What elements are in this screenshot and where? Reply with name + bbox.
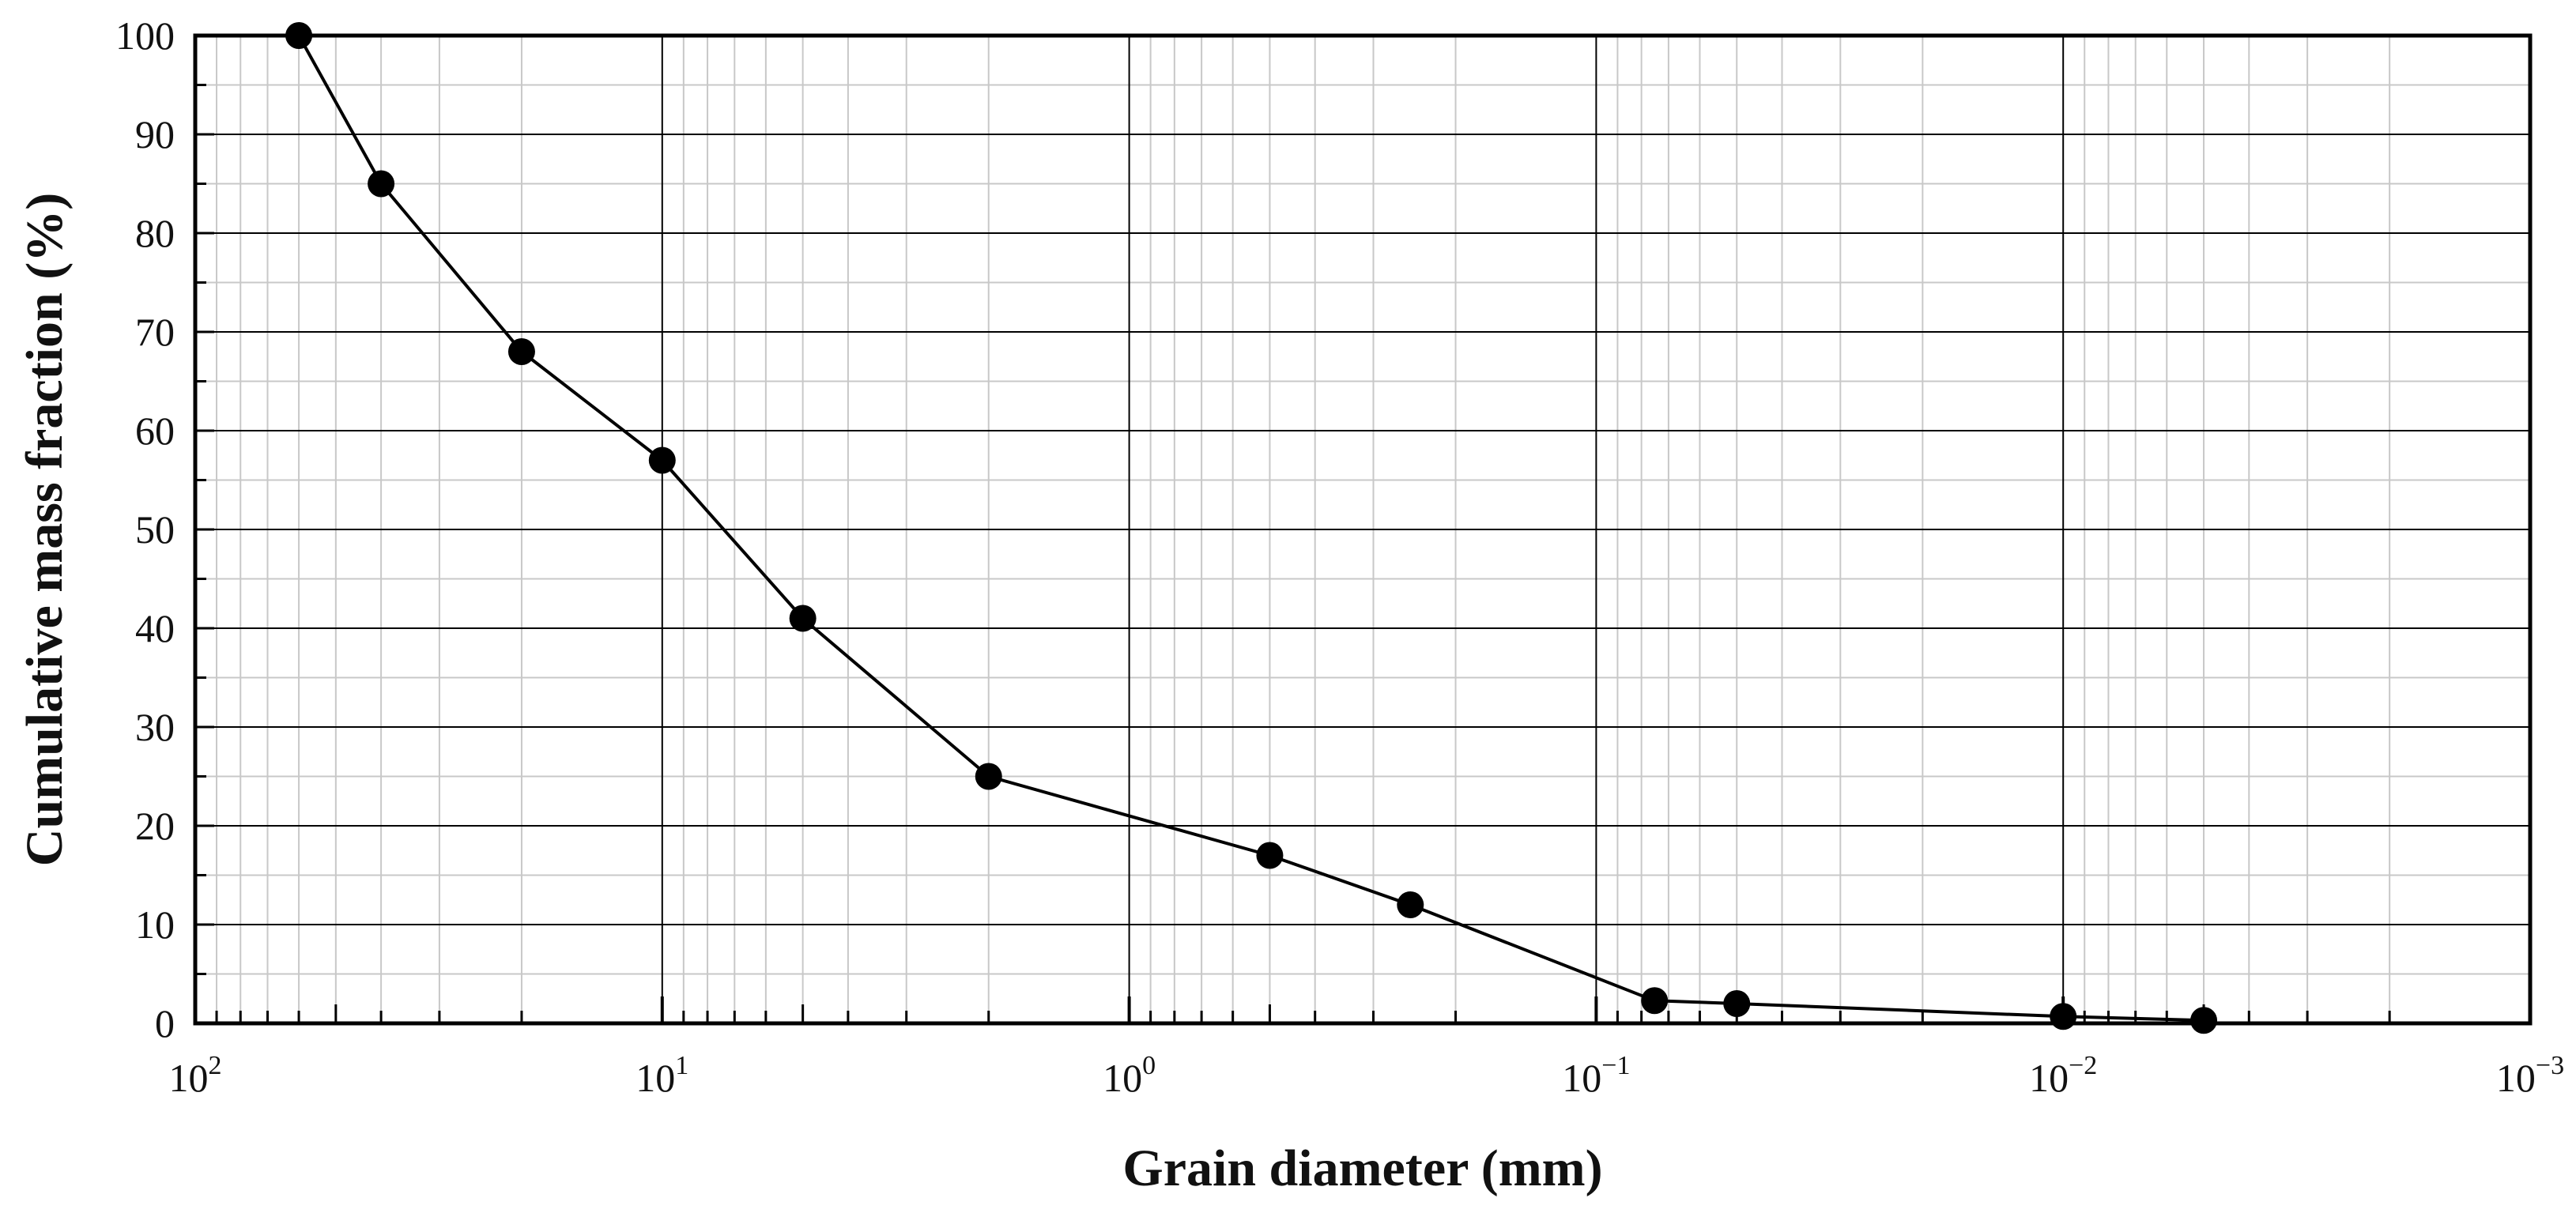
- data-point: [507, 338, 535, 365]
- data-point: [789, 605, 817, 632]
- y-axis-title: Cumulative mass fraction (%): [16, 193, 74, 866]
- x-tick-exponent: −3: [2536, 1051, 2564, 1080]
- x-tick-base: 10: [2496, 1056, 2536, 1100]
- plot-area-frame: [193, 33, 2533, 1026]
- x-tick-labels: 102 101 100 10−1 10−2 10−3: [169, 1051, 2565, 1100]
- x-tick-base: 10: [169, 1056, 209, 1100]
- data-series: [285, 22, 2218, 1034]
- data-point: [368, 170, 395, 198]
- x-tick-exponent: 1: [675, 1051, 688, 1080]
- x-axis-title: Grain diameter (mm): [1122, 1140, 1602, 1197]
- data-point: [1641, 987, 1669, 1015]
- data-point: [2190, 1007, 2218, 1034]
- x-tick-exponent: −2: [2069, 1051, 2097, 1080]
- x-tick-base: 10: [1103, 1056, 1142, 1100]
- x-tick-label: 10−2: [2029, 1051, 2097, 1100]
- y-tick-label: 10: [135, 902, 175, 947]
- series-line: [297, 35, 2204, 1023]
- x-tick-label: 10−3: [2496, 1051, 2564, 1100]
- y-tick-label: 100: [115, 13, 175, 58]
- data-point: [1397, 891, 1424, 918]
- y-tick-label: 90: [135, 112, 175, 156]
- x-tick-label: 100: [1103, 1051, 1156, 1100]
- data-point: [975, 763, 1002, 790]
- data-point: [1723, 990, 1751, 1017]
- x-tick-base: 10: [1562, 1056, 1601, 1100]
- x-tick-label: 10−1: [1562, 1051, 1630, 1100]
- x-tick-label: 102: [169, 1051, 222, 1100]
- y-tick-label: 50: [135, 507, 175, 552]
- x-tick-exponent: 0: [1142, 1051, 1156, 1080]
- y-tick-label: 60: [135, 409, 175, 453]
- x-tick-label: 101: [636, 1051, 688, 1100]
- x-tick-base: 10: [636, 1056, 675, 1100]
- y-tick-label: 20: [135, 804, 175, 848]
- x-tick-exponent: −1: [1601, 1051, 1630, 1080]
- y-tick-label: 30: [135, 705, 175, 749]
- data-point: [2050, 1003, 2077, 1030]
- x-tick-exponent: 2: [209, 1051, 222, 1080]
- y-tick-label: 70: [135, 310, 175, 354]
- data-point: [1256, 842, 1284, 869]
- y-tick-labels: 0 10 20 30 40 50 60 70 80 90 100: [115, 13, 175, 1045]
- data-point: [648, 446, 676, 474]
- y-tick-label: 0: [155, 1001, 175, 1045]
- y-tick-label: 40: [135, 606, 175, 650]
- y-tick-label: 80: [135, 211, 175, 255]
- x-tick-base: 10: [2029, 1056, 2069, 1100]
